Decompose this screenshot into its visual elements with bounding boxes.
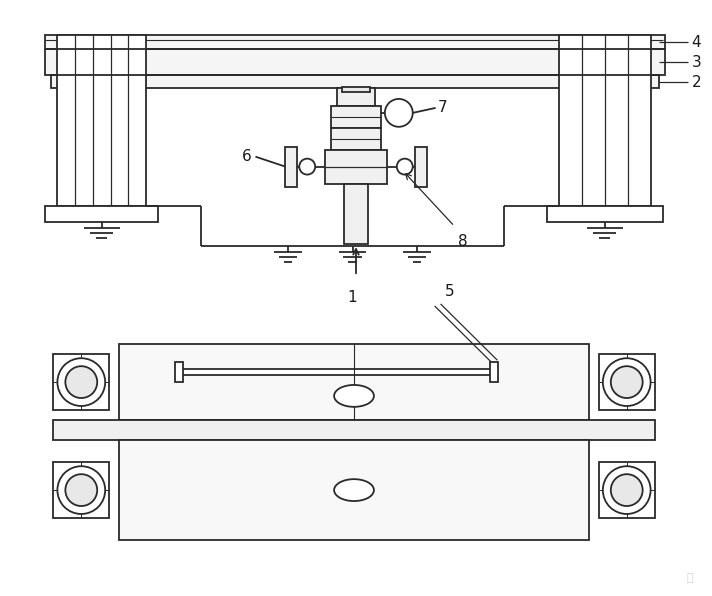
Circle shape bbox=[603, 466, 651, 514]
Bar bbox=[547, 206, 663, 222]
Text: 3: 3 bbox=[691, 55, 701, 70]
Circle shape bbox=[603, 358, 651, 406]
Circle shape bbox=[66, 474, 98, 506]
Bar bbox=[491, 362, 498, 382]
Circle shape bbox=[66, 366, 98, 398]
Bar bbox=[58, 35, 146, 206]
Bar bbox=[53, 420, 654, 440]
Bar bbox=[46, 206, 158, 222]
Ellipse shape bbox=[334, 479, 374, 501]
Text: 5: 5 bbox=[444, 284, 454, 299]
Bar bbox=[51, 75, 659, 88]
Bar bbox=[46, 35, 664, 49]
Bar bbox=[286, 147, 298, 187]
Bar bbox=[119, 344, 589, 420]
Ellipse shape bbox=[334, 385, 374, 407]
Circle shape bbox=[611, 474, 643, 506]
Bar bbox=[342, 87, 370, 92]
Bar bbox=[119, 440, 589, 540]
Bar bbox=[599, 462, 654, 518]
Bar bbox=[599, 354, 654, 410]
Bar bbox=[344, 184, 368, 244]
Bar bbox=[46, 49, 664, 75]
Circle shape bbox=[611, 366, 643, 398]
Bar bbox=[331, 128, 381, 150]
Bar bbox=[331, 106, 381, 128]
Text: 2: 2 bbox=[691, 74, 701, 89]
Text: 6: 6 bbox=[241, 149, 251, 164]
Circle shape bbox=[385, 99, 413, 127]
Text: 1: 1 bbox=[347, 290, 357, 305]
Bar bbox=[175, 362, 183, 382]
Text: 8: 8 bbox=[458, 234, 467, 249]
Text: 渗: 渗 bbox=[687, 573, 693, 583]
Bar bbox=[337, 88, 375, 106]
Bar bbox=[414, 147, 426, 187]
Circle shape bbox=[299, 159, 315, 175]
Circle shape bbox=[58, 466, 105, 514]
Circle shape bbox=[397, 159, 413, 175]
Circle shape bbox=[58, 358, 105, 406]
Bar bbox=[53, 462, 109, 518]
Text: 4: 4 bbox=[691, 35, 701, 49]
Text: 7: 7 bbox=[438, 100, 447, 116]
Bar bbox=[325, 150, 387, 184]
Bar bbox=[559, 35, 651, 206]
Bar bbox=[53, 354, 109, 410]
Bar bbox=[179, 369, 494, 375]
